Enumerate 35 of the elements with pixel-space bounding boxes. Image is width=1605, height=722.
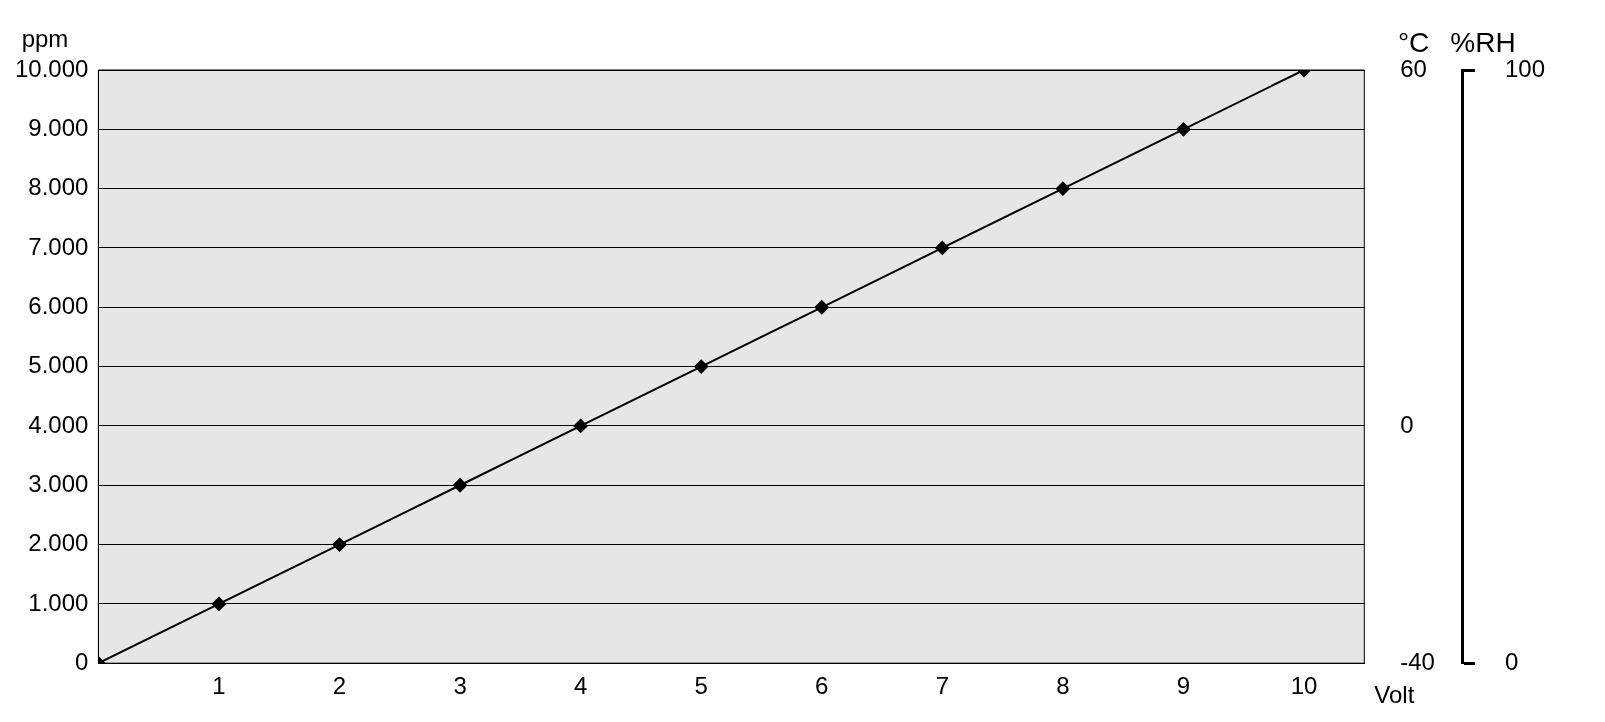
x-tick-label: 7	[935, 672, 949, 700]
point	[332, 537, 347, 552]
y-tick-label: 2.000	[28, 529, 89, 557]
x-tick-label: 3	[453, 672, 467, 700]
x-tick-label: 8	[1056, 672, 1070, 700]
x-tick-label: 5	[694, 672, 708, 700]
point	[1055, 181, 1070, 196]
point	[211, 596, 226, 611]
x-tick-label: 6	[815, 672, 829, 700]
x-tick-label: 1	[212, 672, 226, 700]
y2-tick-label: -40	[1400, 647, 1435, 675]
y-tick-label: 9.000	[28, 113, 89, 141]
point	[1176, 122, 1191, 137]
point	[935, 240, 950, 255]
point	[814, 300, 829, 315]
y-tick-label: 7.000	[28, 232, 89, 260]
y3-tick-label: 0	[1504, 647, 1519, 675]
y-tick-label: 6.000	[28, 291, 89, 319]
y-tick-label: 1.000	[28, 588, 89, 616]
y-tick-label: 4.000	[28, 410, 89, 438]
x-tick-label: 2	[332, 672, 347, 700]
point	[453, 478, 468, 493]
y-tick-label: 10.000	[15, 54, 89, 82]
y-tick-label: 8.000	[28, 173, 89, 201]
x-tick-label: 9	[1176, 672, 1191, 700]
point	[694, 359, 709, 374]
y-tick-label: 0	[75, 647, 89, 675]
x-tick-label: 10	[1290, 672, 1318, 700]
y-tick-label: 5.000	[28, 351, 89, 379]
y-axis-title: ppm	[21, 24, 69, 52]
x-tick-label: 4	[573, 672, 588, 700]
y-tick-label: 3.000	[28, 469, 89, 497]
point	[573, 418, 588, 433]
x-axis-title: Volt	[1374, 680, 1415, 708]
y2-tick-label: 0	[1400, 410, 1414, 438]
